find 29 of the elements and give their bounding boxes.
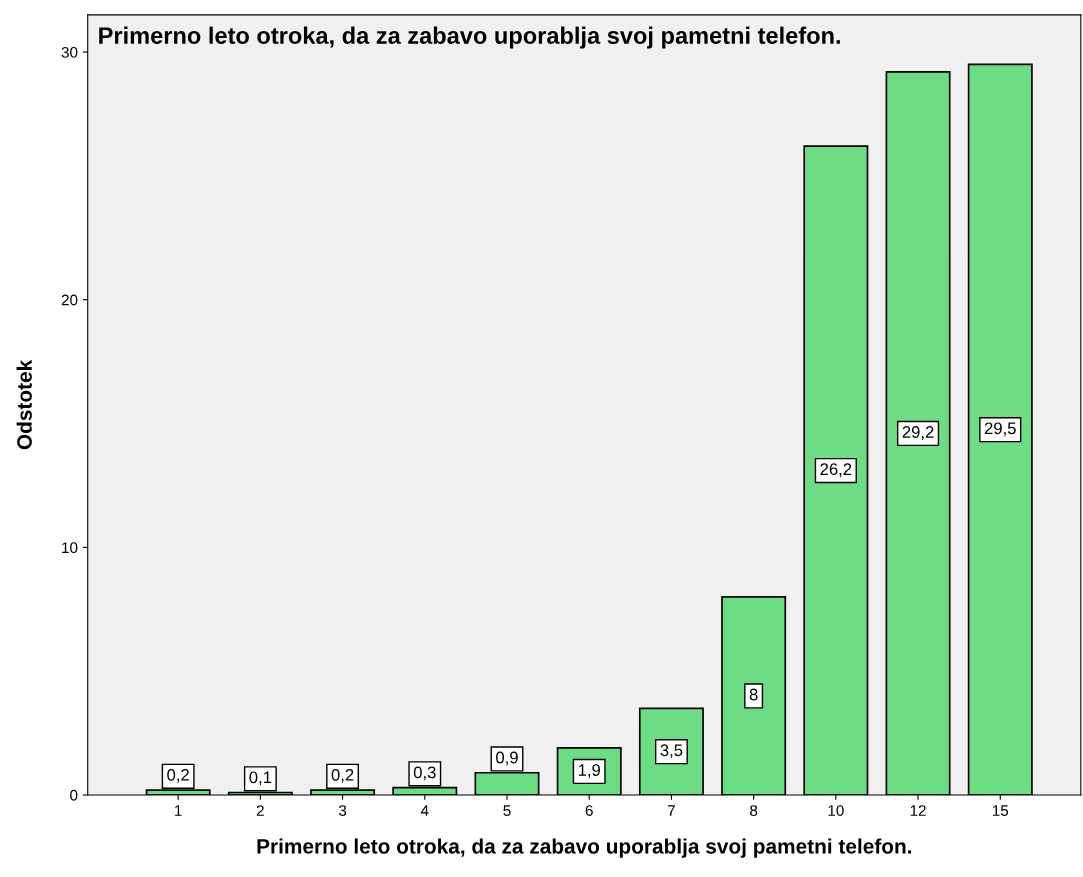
x-tick-label: 7	[667, 805, 675, 816]
x-axis-title: Primerno leto otroka, da za zabavo uporablja svoj pametni telefon.	[257, 838, 912, 858]
data-label: 26,2	[820, 463, 852, 478]
data-label: 3,5	[660, 744, 683, 759]
y-tick-label: 20	[61, 294, 78, 306]
data-label: 0,2	[331, 768, 354, 783]
data-label: 0,2	[167, 768, 189, 783]
data-label: 8	[749, 688, 758, 701]
chart-title: Primerno leto otroka, da za zabavo uporablja svoj pametni telefon.	[99, 26, 840, 49]
x-tick-label: 2	[256, 805, 264, 816]
y-tick-label: 0	[70, 789, 78, 801]
x-tick-label: 5	[503, 805, 511, 816]
y-tick-label: 30	[61, 46, 78, 58]
data-label: 0,1	[249, 771, 272, 786]
data-label: 29,5	[984, 422, 1016, 437]
x-tick-label: 8	[750, 805, 758, 816]
data-label: 1,9	[578, 764, 601, 778]
x-tick-label: 4	[420, 805, 429, 816]
x-tick-label: 10	[828, 805, 844, 816]
y-tick-label: 10	[62, 542, 78, 554]
x-tick-label: 12	[910, 805, 926, 816]
x-tick-label: 6	[585, 805, 593, 816]
x-tick-label: 3	[338, 805, 347, 816]
y-axis-title: Odstotek	[16, 359, 32, 450]
x-tick-label: 1	[175, 805, 182, 816]
data-label: 0,3	[413, 766, 436, 781]
data-label: 29,2	[902, 426, 934, 440]
data-label: 0,9	[496, 751, 518, 766]
x-tick-label: 15	[992, 805, 1009, 816]
